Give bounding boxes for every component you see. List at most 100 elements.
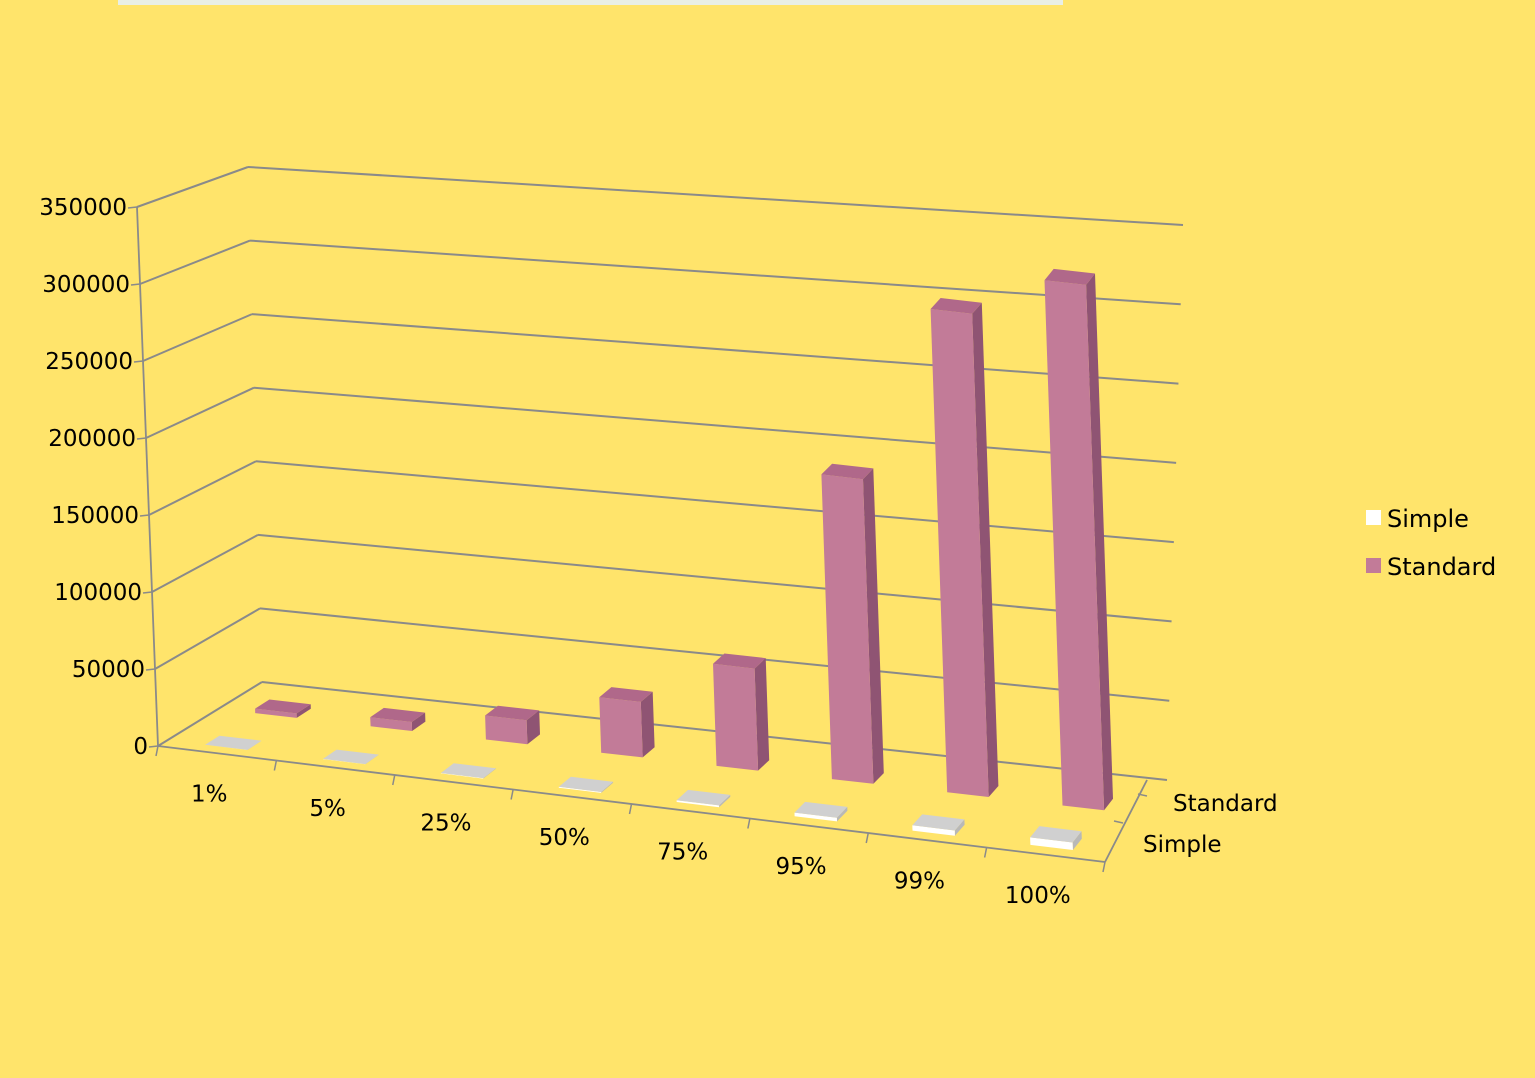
gridline-side — [157, 681, 263, 747]
bar-simple-top — [205, 735, 262, 750]
y-tick-label: 100000 — [54, 580, 142, 606]
gridline-side — [139, 239, 251, 285]
bar-simple-side — [365, 754, 379, 765]
gridline-back — [261, 681, 1168, 781]
bar-simple-top — [912, 814, 965, 831]
bar-simple — [676, 789, 731, 808]
bar-simple-front — [440, 773, 484, 779]
axes — [127, 206, 1148, 873]
x-tick-mark — [273, 760, 278, 771]
bar-simple — [912, 814, 965, 836]
x-tick-mark — [865, 832, 869, 844]
gridline-side — [148, 460, 257, 516]
depth-label-simple: Simple — [1143, 832, 1222, 858]
x-tick-mark — [510, 789, 514, 800]
x-tick-label: 1% — [191, 781, 228, 807]
x-tick-label: 99% — [894, 868, 945, 894]
gridline-back — [253, 386, 1177, 464]
bar-standard-front — [821, 474, 874, 784]
y-tick-label: 350000 — [39, 195, 127, 221]
x-tick-label: 5% — [309, 796, 346, 822]
bar-simple-side — [247, 740, 262, 750]
gridline-side — [142, 313, 253, 362]
y-tick-mark — [127, 206, 138, 209]
bar-simple-top — [1030, 826, 1082, 843]
x-tick-label: 100% — [1005, 883, 1071, 909]
legend-label-simple: Simple — [1387, 505, 1469, 533]
bar-standard-top — [485, 705, 540, 721]
bar-standard-side — [296, 704, 311, 718]
bar-simple-side — [1072, 831, 1082, 850]
legend: Simple Standard — [1366, 505, 1496, 581]
gridline-side — [145, 386, 255, 439]
depth-axis-line — [1104, 779, 1148, 863]
gridline-back — [259, 607, 1170, 702]
bar-simple — [440, 763, 496, 779]
bar-standard — [485, 705, 540, 745]
bar-standard-side — [754, 658, 770, 771]
y-tick-mark — [130, 283, 141, 286]
depth-tick-mark — [1137, 793, 1148, 797]
bar-standard-top — [930, 298, 982, 314]
bar-simple-top — [676, 789, 731, 806]
y-tick-label: 300000 — [42, 272, 130, 298]
bar-standard-front — [1044, 280, 1105, 811]
bar-standard — [821, 463, 884, 784]
bar-simple-side — [483, 768, 496, 779]
top-strip — [118, 0, 1063, 5]
y-tick-mark — [142, 591, 153, 594]
bar-simple-front — [794, 812, 837, 822]
gridline-side — [136, 166, 249, 208]
legend-label-standard: Standard — [1387, 553, 1496, 581]
bar-simple-front — [205, 744, 248, 750]
bar-simple-front — [323, 758, 366, 765]
bar-simple-top — [558, 776, 614, 792]
axis-labels: 0 50000 100000 150000 200000 250000 300000 3500… — [39, 195, 1277, 909]
x-tick-mark — [1102, 861, 1106, 873]
y-tick-label: 200000 — [48, 426, 136, 452]
gridline-back — [255, 460, 1174, 544]
bar-simple — [1030, 826, 1082, 850]
bar-standard — [1044, 268, 1113, 811]
bar-standard — [370, 707, 426, 731]
bar-simple-side — [719, 794, 731, 808]
y-tick-label: 0 — [133, 734, 148, 760]
bar-simple-side — [601, 781, 614, 793]
bar-simple — [558, 776, 614, 793]
bar-simple-top — [794, 801, 848, 818]
bar-standard — [255, 699, 311, 718]
bar-simple-front — [912, 825, 955, 836]
bar-standard-side — [972, 302, 999, 797]
bar-standard-top — [713, 653, 766, 669]
bar-simple — [794, 801, 848, 822]
y-tick-mark — [133, 360, 144, 363]
gridline-back — [247, 166, 1184, 226]
bar-standard-side — [640, 691, 655, 758]
gridlines — [136, 166, 1184, 781]
bar-simple-top — [440, 763, 496, 779]
bar-simple-top — [323, 749, 379, 765]
y-tick-mark — [148, 745, 159, 748]
bar-standard-front — [713, 663, 759, 771]
bars — [205, 268, 1113, 850]
bar-simple-front — [676, 800, 720, 808]
bar-standard-side — [526, 710, 540, 745]
bar-standard-top — [255, 699, 311, 714]
bar-simple-front — [1030, 837, 1073, 850]
y-tick-label: 150000 — [51, 503, 139, 529]
bar-standard — [599, 687, 655, 758]
bar-standard-front — [599, 697, 643, 758]
bar-standard-top — [599, 687, 653, 702]
bar-simple-front — [558, 786, 602, 793]
bar-standard-front — [930, 309, 989, 797]
gridline-back — [251, 313, 1179, 385]
x-tick-mark — [747, 818, 751, 829]
bar-standard-side — [1086, 273, 1113, 811]
bar-standard-side — [863, 468, 884, 784]
depth-label-standard: Standard — [1173, 791, 1278, 817]
x-tick-label: 50% — [539, 825, 590, 851]
x-tick-mark — [155, 745, 159, 757]
y-tick-mark — [145, 668, 156, 671]
